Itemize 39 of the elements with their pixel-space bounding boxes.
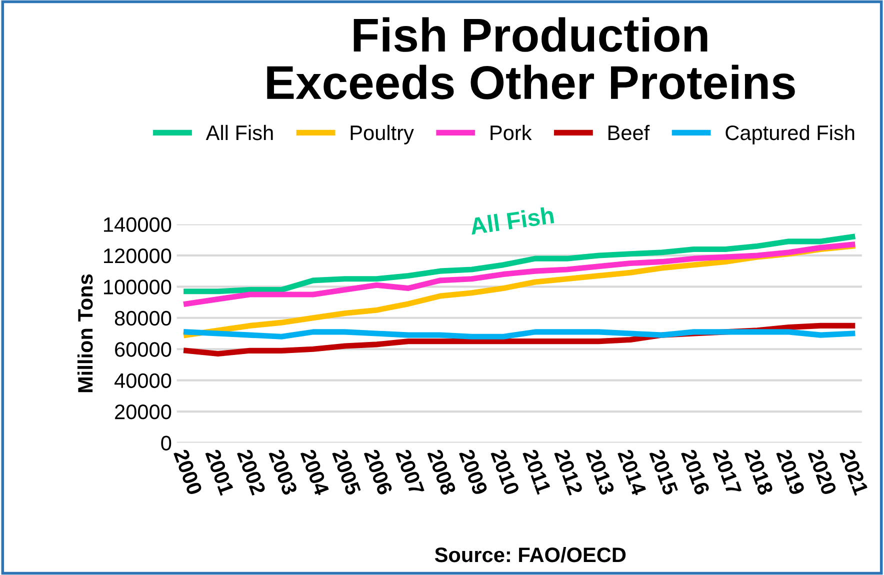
legend-label: All Fish: [206, 124, 273, 140]
y-tick-label: 20000: [115, 404, 172, 420]
x-tick-label: 2003: [268, 448, 298, 496]
x-tick-label: 2019: [776, 448, 806, 496]
x-tick-label: 2008: [427, 448, 456, 496]
x-tick-label: 2013: [586, 448, 615, 496]
x-tick-label: 2006: [364, 448, 393, 496]
x-tick-label: 2007: [395, 448, 425, 496]
y-tick-label: 140000: [104, 217, 172, 232]
x-tick-label: 2012: [554, 448, 584, 496]
y-tick-label: 0: [161, 436, 172, 451]
x-tick-label: 2000: [173, 448, 203, 496]
y-tick-label: 80000: [114, 310, 172, 326]
x-tick-label: 2002: [236, 448, 266, 496]
x-tick-label: 2015: [649, 448, 678, 496]
legend-label: Captured Fish: [726, 124, 854, 144]
x-tick-label: 2018: [744, 448, 774, 496]
source-note: Source: FAO/OECD: [434, 546, 626, 562]
legend-label: Pork: [490, 124, 532, 140]
y-tick-label: 40000: [114, 373, 172, 388]
x-tick-label: 2017: [712, 448, 742, 496]
y-tick-label: 120000: [104, 248, 172, 264]
x-tick-label: 2009: [458, 448, 488, 496]
y-tick-label: 60000: [115, 342, 172, 357]
y-tick-label: 100000: [104, 280, 172, 294]
x-tick-label: 2001: [205, 448, 234, 496]
x-tick-label: 2014: [617, 448, 647, 496]
chart-title: Fish Production Exceeds Other Proteins: [267, 17, 795, 100]
x-tick-label: 2010: [490, 448, 520, 496]
x-tick-label: 2011: [522, 448, 552, 495]
x-tick-label: 2020: [808, 448, 837, 496]
x-tick-label: 2016: [680, 448, 710, 496]
annotation: All Fish: [469, 206, 554, 235]
x-tick-label: 2005: [332, 448, 362, 496]
x-tick-label: 2021: [839, 448, 869, 496]
legend-label: Beef: [608, 124, 650, 140]
y-axis-title: Million Tons: [77, 274, 93, 392]
legend-label: Poultry: [350, 124, 414, 144]
x-tick-label: 2004: [300, 448, 330, 496]
